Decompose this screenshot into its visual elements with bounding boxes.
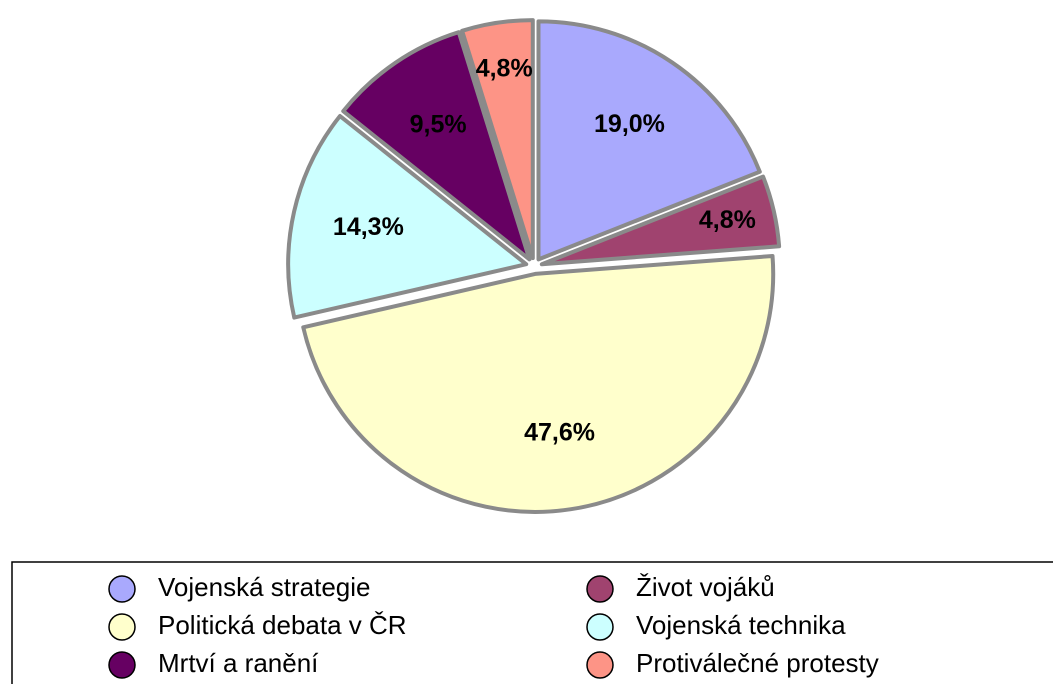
legend-label: Mrtví a ranění: [158, 648, 319, 678]
pie-slice: [301, 253, 776, 514]
slice-label: 47,6%: [524, 419, 595, 447]
legend-swatch: [108, 575, 136, 603]
legend-swatch: [108, 613, 136, 641]
legend-swatch: [586, 651, 614, 679]
legend-swatch: [586, 613, 614, 641]
legend-swatch: [108, 651, 136, 679]
legend-label: Politická debata v ČR: [158, 610, 407, 640]
pie-slice: [539, 174, 782, 267]
pie-slice: [536, 19, 762, 262]
slice-label: 9,5%: [410, 110, 467, 138]
pie-slice: [460, 18, 535, 261]
pie-slice: [286, 114, 529, 320]
legend-swatch: [586, 575, 614, 603]
slice-label: 19,0%: [594, 110, 665, 138]
pie-slice: [341, 30, 532, 262]
legend-box: [11, 561, 1053, 684]
slice-label: 4,8%: [699, 206, 756, 234]
legend-label: Život vojáků: [636, 572, 775, 602]
slice-label: 14,3%: [333, 213, 404, 241]
slice-label: 4,8%: [476, 54, 533, 82]
legend-label: Vojenská technika: [636, 610, 846, 640]
legend-label: Protiválečné protesty: [636, 648, 879, 678]
legend-label: Vojenská strategie: [158, 572, 370, 602]
